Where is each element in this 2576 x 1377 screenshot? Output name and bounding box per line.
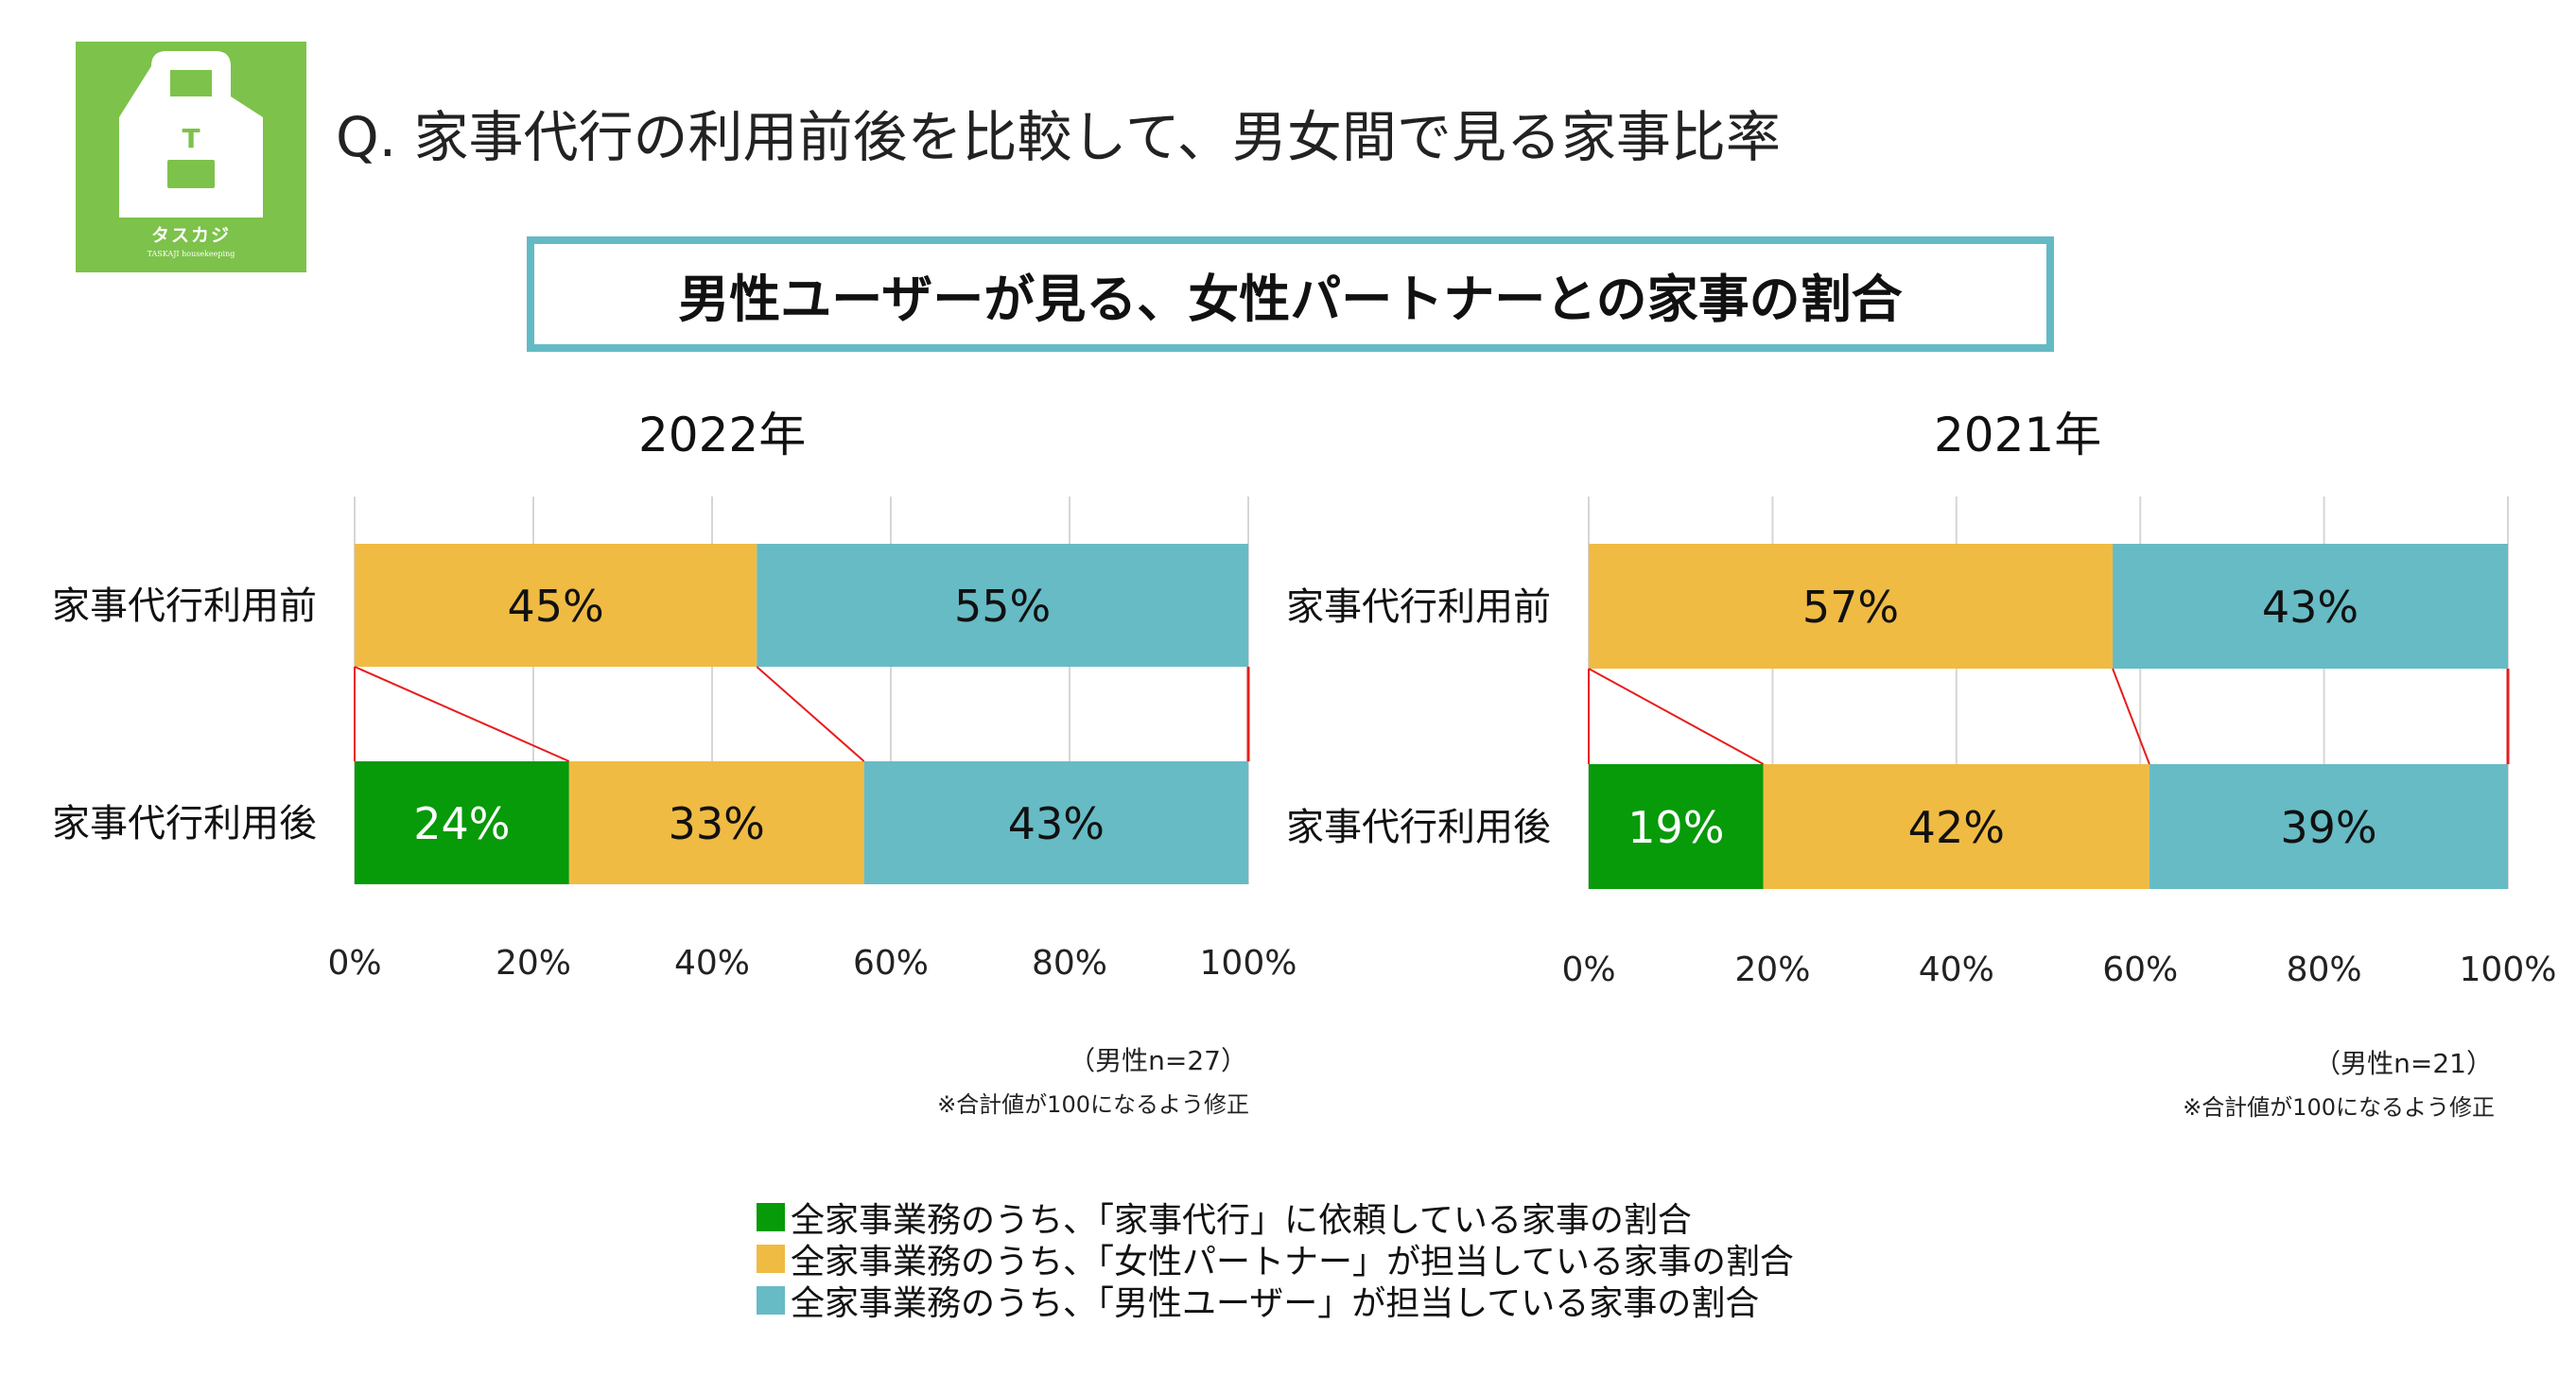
legend-item-male: 全家事業務のうち、「男性ユーザー」が担当している家事の割合 [757,1280,1794,1323]
data-label-male-2022: 43% [1008,798,1105,849]
data-label-female-2022: 33% [669,798,765,849]
x-tick-label-2021: 100% [2460,950,2557,989]
legend-label-female: 全家事業務のうち、「女性パートナー」が担当している家事の割合 [791,1243,1794,1281]
logo-subtitle: TASKAJI housekeeping [147,250,235,258]
connector-line-2021 [2112,668,2150,765]
data-label-female-2022: 45% [508,581,604,632]
x-tick-label-2022: 0% [327,944,381,983]
x-tick-label-2022: 100% [1200,944,1297,983]
sample-note-2022: （男性n=27） [1069,1045,1247,1076]
bar-segment-agency-2022 [355,761,569,884]
category-label-2021: 家事代行利用後 [1286,806,1551,849]
connector-line-2021 [1588,668,1765,765]
x-tick-label-2021: 60% [2102,950,2178,989]
page-title: Q. 家事代行の利用前後を比較して、男女間で見る家事比率 [336,105,1781,169]
legend-label-male: 全家事業務のうち、「男性ユーザー」が担当している家事の割合 [791,1284,1760,1323]
bar-segment-agency-2021 [1589,764,1764,889]
x-tick-label-2022: 60% [853,944,929,983]
data-label-female-2021: 57% [1802,582,1899,633]
x-tick-label-2021: 0% [1561,950,1615,989]
data-label-agency-2021: 19% [1627,802,1724,853]
legend-swatch-agency [757,1203,785,1231]
data-label-male-2021: 39% [2280,802,2376,853]
connector-line-2022 [354,666,570,762]
legend-label-agency: 全家事業務のうち、「家事代行」に依頼している家事の割合 [791,1201,1692,1240]
legend-swatch-female [757,1245,785,1273]
chart-title-2022: 2022年 [638,408,807,462]
legend-item-female: 全家事業務のうち、「女性パートナー」が担当している家事の割合 [757,1238,1794,1281]
bar-segment-female-2021 [1763,764,2150,889]
data-label-male-2022: 55% [954,581,1051,632]
x-tick-label-2022: 20% [496,944,571,983]
bar-segment-male-2021 [2149,764,2508,889]
x-tick-label-2021: 40% [1919,950,1994,989]
apron-icon: T [119,51,263,218]
legend: 全家事業務のうち、「家事代行」に依頼している家事の割合 全家事業務のうち、「女性… [757,1196,1794,1323]
data-label-female-2021: 42% [1908,802,2005,853]
chart-subtitle: 男性ユーザーが見る、女性パートナーとの家事の割合 [678,269,1903,329]
tasukaji-logo: T タスカジ TASKAJI housekeeping [76,42,306,272]
x-tick-label-2021: 80% [2287,950,2362,989]
legend-swatch-male [757,1286,785,1315]
category-label-2021: 家事代行利用前 [1286,585,1551,629]
x-tick-label-2022: 80% [1032,944,1107,983]
category-label-2022: 家事代行利用後 [52,802,317,845]
data-label-agency-2022: 24% [413,798,510,849]
category-label-2022: 家事代行利用前 [52,584,317,628]
bar-segment-male-2021 [2113,544,2508,669]
bar-segment-female-2021 [1589,544,2114,669]
data-label-male-2021: 43% [2262,582,2358,633]
connector-line-2022 [756,666,865,762]
adjust-note-2022: ※合計値が100になるよう修正 [937,1091,1249,1118]
x-tick-label-2022: 40% [674,944,750,983]
sample-note-2021: （男性n=21） [2314,1048,2493,1079]
logo-name: タスカジ [150,225,231,246]
bar-segment-male-2022 [757,544,1248,667]
bar-segment-female-2022 [355,544,757,667]
legend-item-agency: 全家事業務のうち、「家事代行」に依頼している家事の割合 [757,1196,1794,1240]
x-tick-label-2021: 20% [1734,950,1810,989]
adjust-note-2021: ※合計値が100になるよう修正 [2183,1094,2495,1121]
bar-segment-female-2022 [568,761,864,884]
chart-title-2021: 2021年 [1934,408,2102,462]
logo-letter: T [182,123,200,154]
bar-segment-male-2022 [863,761,1248,884]
subtitle-frame: 男性ユーザーが見る、女性パートナーとの家事の割合 [527,236,2054,352]
